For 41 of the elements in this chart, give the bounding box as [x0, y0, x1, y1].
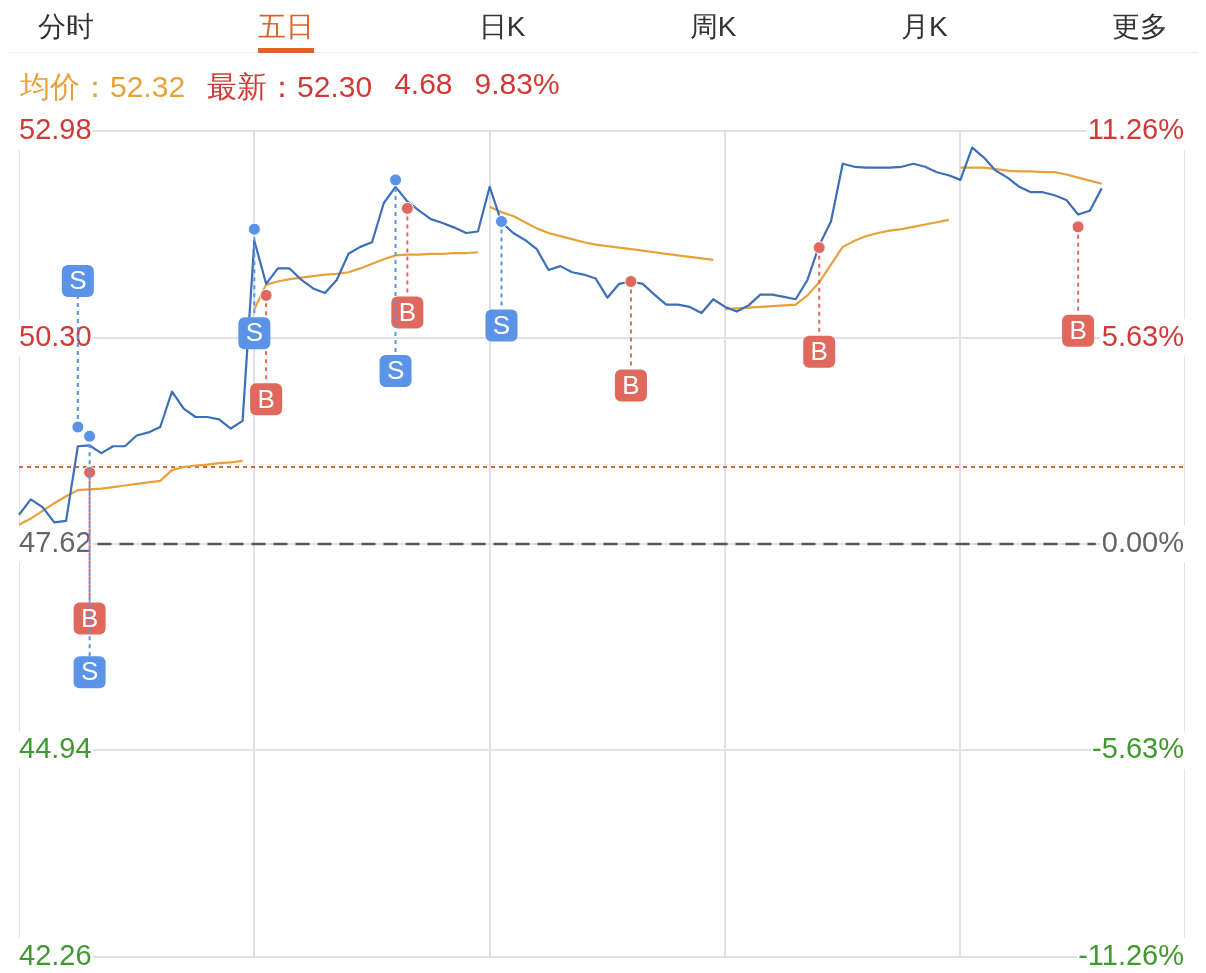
text: B [1069, 315, 1087, 346]
text: 月K [900, 10, 948, 44]
text: B [622, 369, 640, 400]
text: 均价：52.32 [20, 69, 186, 105]
point [812, 241, 826, 255]
text: S [80, 656, 99, 687]
point [494, 214, 508, 228]
point [259, 288, 273, 302]
y-tick-label: 44.94 [19, 732, 92, 765]
y2-tick-label: 0.00% [1101, 526, 1184, 558]
text: 周K [689, 10, 737, 44]
y-tick-label: 50.30 [19, 319, 92, 352]
text: B [257, 383, 275, 414]
y-tick-label: 47.62 [19, 526, 92, 558]
text: B [80, 602, 99, 633]
text: 4.68 [394, 67, 453, 102]
text: S [69, 265, 87, 296]
text: S [245, 317, 264, 348]
text: 更多 [1111, 10, 1168, 44]
text: 五日 [258, 8, 315, 53]
text: S [492, 309, 511, 340]
text: 日K [478, 10, 526, 44]
text: 9.83% [474, 67, 560, 102]
point [71, 420, 85, 434]
text: B [810, 335, 828, 366]
text: 分时 [38, 10, 94, 44]
text: 最新：52.30 [207, 69, 373, 105]
point [624, 275, 638, 289]
text: B [398, 296, 417, 327]
point [1071, 220, 1085, 234]
y-tick-label: 42.26 [19, 938, 92, 971]
y2-tick-label: 5.63% [1101, 319, 1184, 352]
point [83, 429, 97, 443]
text: S [386, 355, 405, 386]
point [247, 222, 261, 236]
y2-tick-label: 11.26% [1087, 113, 1184, 146]
point [400, 201, 414, 215]
y2-tick-label: -5.63% [1092, 732, 1184, 765]
point [389, 173, 403, 187]
y2-tick-label: -11.26% [1078, 938, 1184, 971]
y-tick-label: 52.98 [19, 113, 92, 146]
